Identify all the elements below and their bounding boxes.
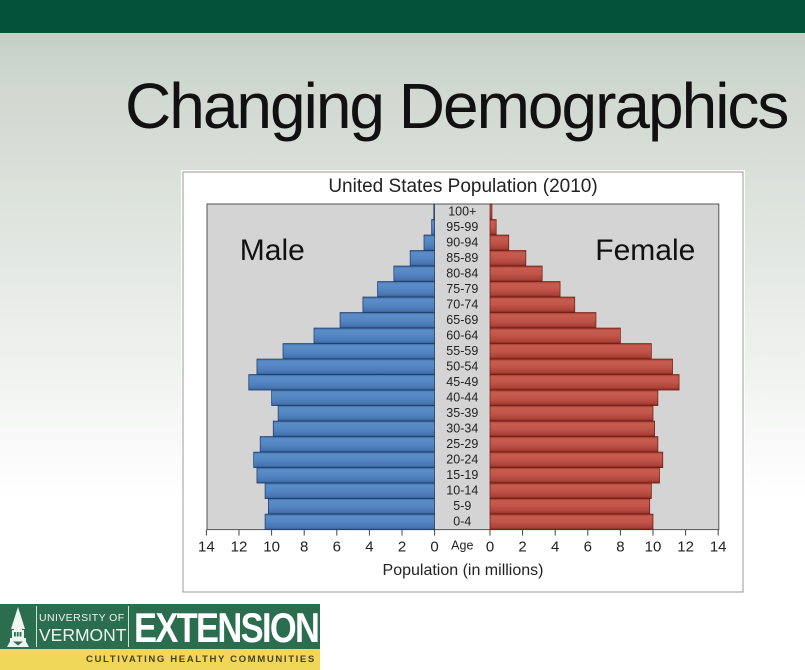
svg-text:2: 2 bbox=[518, 539, 526, 556]
svg-text:6: 6 bbox=[333, 539, 341, 556]
svg-text:14: 14 bbox=[710, 539, 727, 556]
svg-text:40-44: 40-44 bbox=[446, 390, 478, 404]
svg-text:55-59: 55-59 bbox=[446, 344, 478, 358]
svg-text:10-14: 10-14 bbox=[446, 483, 478, 497]
svg-text:45-49: 45-49 bbox=[446, 375, 478, 389]
svg-text:Age: Age bbox=[451, 539, 473, 553]
svg-text:65-69: 65-69 bbox=[446, 313, 478, 327]
svg-text:14: 14 bbox=[198, 539, 215, 556]
svg-text:0-4: 0-4 bbox=[453, 514, 471, 528]
svg-text:Female: Female bbox=[595, 234, 695, 267]
svg-text:2: 2 bbox=[398, 539, 406, 556]
svg-text:15-19: 15-19 bbox=[446, 468, 478, 482]
svg-text:25-29: 25-29 bbox=[446, 437, 478, 451]
svg-text:75-79: 75-79 bbox=[446, 282, 478, 296]
svg-text:0: 0 bbox=[430, 539, 438, 556]
svg-text:8: 8 bbox=[300, 539, 308, 556]
svg-text:8: 8 bbox=[616, 539, 624, 556]
svg-text:4: 4 bbox=[365, 539, 373, 556]
svg-text:35-39: 35-39 bbox=[446, 406, 478, 420]
svg-text:12: 12 bbox=[677, 539, 694, 556]
svg-text:60-64: 60-64 bbox=[446, 328, 478, 342]
svg-text:10: 10 bbox=[263, 539, 280, 556]
svg-text:United States Population (2010: United States Population (2010) bbox=[328, 176, 597, 197]
svg-text:95-99: 95-99 bbox=[446, 220, 478, 234]
svg-text:0: 0 bbox=[486, 539, 494, 556]
svg-text:Male: Male bbox=[240, 234, 305, 267]
svg-text:6: 6 bbox=[584, 539, 592, 556]
svg-text:30-34: 30-34 bbox=[446, 421, 478, 435]
svg-text:4: 4 bbox=[551, 539, 559, 556]
svg-text:5-9: 5-9 bbox=[453, 499, 471, 513]
svg-text:90-94: 90-94 bbox=[446, 235, 478, 249]
svg-text:12: 12 bbox=[231, 539, 248, 556]
svg-text:100+: 100+ bbox=[448, 204, 476, 218]
svg-text:80-84: 80-84 bbox=[446, 266, 478, 280]
svg-text:85-89: 85-89 bbox=[446, 251, 478, 265]
svg-text:20-24: 20-24 bbox=[446, 452, 478, 466]
svg-text:Population (in millions): Population (in millions) bbox=[382, 562, 543, 579]
svg-text:10: 10 bbox=[645, 539, 662, 556]
svg-text:50-54: 50-54 bbox=[446, 359, 478, 373]
svg-text:70-74: 70-74 bbox=[446, 297, 478, 311]
